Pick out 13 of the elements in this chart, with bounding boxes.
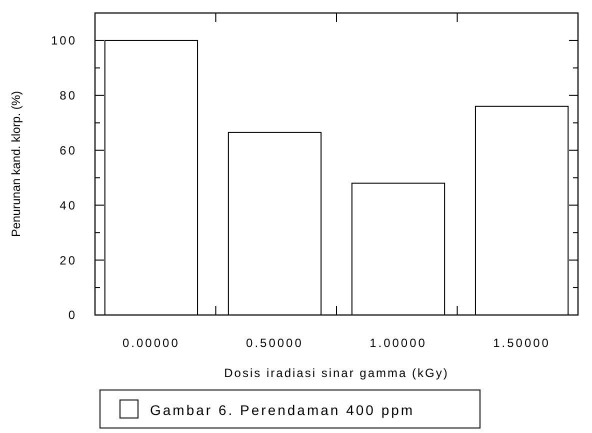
x-tick-label: 0.50000 xyxy=(246,336,304,350)
y-tick-label: 60 xyxy=(60,143,77,158)
y-tick-label: 20 xyxy=(60,253,77,268)
y-tick-label: 0 xyxy=(68,308,77,322)
x-axis-title: Dosis iradiasi sinar gamma (kGy) xyxy=(224,366,449,380)
y-tick-label: 80 xyxy=(60,88,77,103)
x-tick-label: 1.00000 xyxy=(370,336,427,350)
x-tick-label: 1.50000 xyxy=(493,336,550,350)
y-axis-title: Penurunan kand. klorp. (%) xyxy=(9,90,23,238)
y-tick-label: 100 xyxy=(50,34,77,48)
y-tick-label: 40 xyxy=(60,198,77,212)
legend-label: Gambar 6. Perendaman 400 ppm xyxy=(150,402,415,418)
x-tick-label: 0.00000 xyxy=(122,336,180,350)
